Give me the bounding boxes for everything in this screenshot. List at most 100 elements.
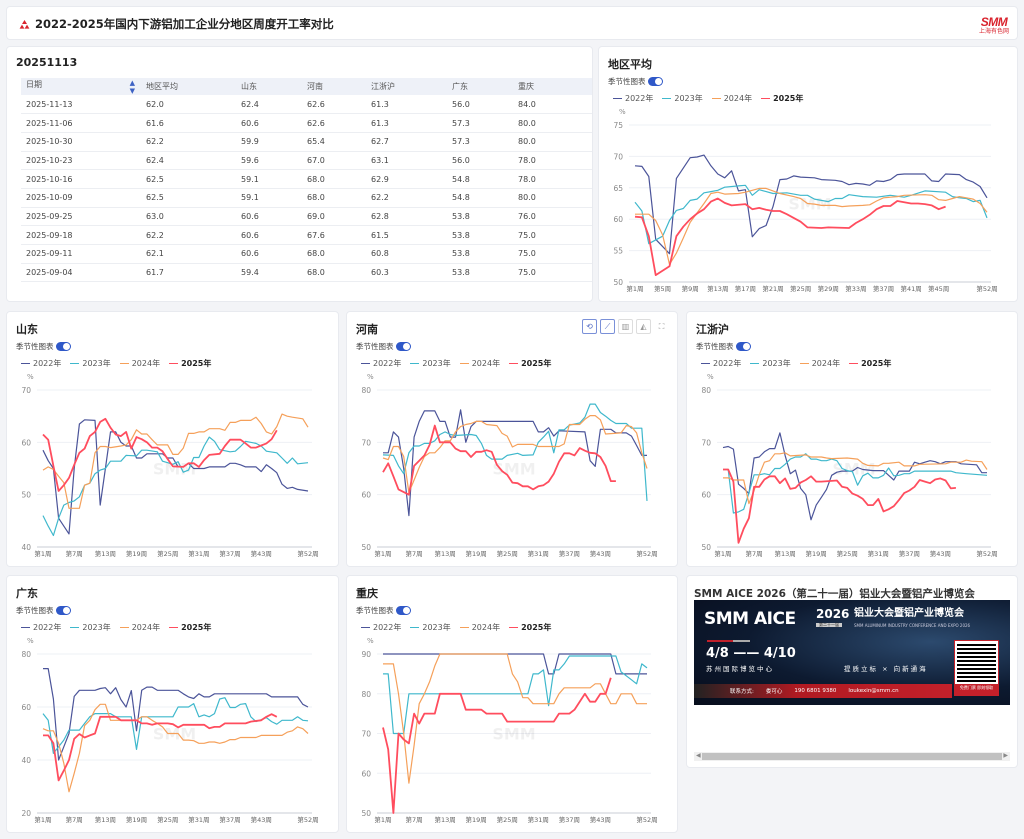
- bar-chart-icon[interactable]: ▥: [618, 319, 633, 334]
- seasonal-toggle[interactable]: 季节性图表: [608, 76, 663, 87]
- series-line-2022年: [42, 419, 309, 535]
- legend-item[interactable]: 2022年: [361, 358, 401, 369]
- table-cell: 60.6: [236, 244, 302, 264]
- legend-item[interactable]: 2024年: [459, 622, 501, 633]
- chart-legend: 2022年 2023年 2024年 2025年: [21, 358, 211, 369]
- chart-title: 广东: [16, 587, 38, 600]
- fullscreen-icon[interactable]: ⛶: [658, 321, 665, 331]
- table-cell: 75.0: [513, 263, 592, 283]
- legend-item[interactable]: 2025年: [169, 358, 211, 369]
- scroll-left-icon[interactable]: ◀: [696, 752, 701, 759]
- sort-icon[interactable]: ▲ ▼: [129, 78, 135, 95]
- legend-line-icon: [509, 362, 519, 365]
- legend-label: 2025年: [521, 359, 552, 368]
- x-tick-label: 第52周: [976, 284, 997, 293]
- x-tick-label: 第19周: [806, 549, 827, 558]
- table-cell: 2025-10-23: [21, 151, 141, 171]
- legend-item[interactable]: 2024年: [459, 358, 500, 369]
- table-cell: 62.2: [141, 132, 236, 152]
- legend-label: 2024年: [471, 623, 501, 632]
- legend-line-icon: [613, 97, 622, 100]
- column-header-label: 地区平均: [146, 82, 178, 91]
- smm-logo[interactable]: SMM 上海有色网: [979, 13, 1009, 35]
- watermark: SMM: [492, 725, 535, 744]
- ad-edition: 第二十一届: [816, 623, 842, 627]
- legend-item[interactable]: 2023年: [70, 358, 111, 369]
- chart-card-hn: 河南 季节性图表 2022年 2023年 2024年 2025年 ⟲ ⟋ ▥ ◭ ⛶% 50 60 70 8…: [346, 311, 678, 567]
- x-tick-label: 第25周: [157, 815, 178, 824]
- series-line-2024年: [383, 653, 647, 784]
- x-tick-label: 第25周: [497, 549, 518, 558]
- toggle-switch[interactable]: [395, 606, 411, 615]
- legend-item[interactable]: 2025年: [509, 622, 551, 633]
- scrollbar-thumb[interactable]: [702, 753, 1002, 760]
- legend-line-icon: [361, 626, 370, 629]
- legend-item[interactable]: 2023年: [662, 93, 703, 104]
- ad-email: loukexin@smm.cn: [848, 688, 899, 694]
- legend-item[interactable]: 2023年: [70, 622, 111, 633]
- legend-item[interactable]: 2025年: [761, 93, 803, 104]
- seasonal-toggle[interactable]: 季节性图表: [16, 605, 71, 616]
- ad-banner[interactable]: SMM AICE 2026 第二十一届 铝业大会暨铝产业博览会 SMM ALUM…: [694, 600, 1010, 705]
- horizontal-scrollbar[interactable]: ◀ ▶: [694, 752, 1010, 761]
- table-cell: 76.0: [513, 207, 592, 227]
- legend-item[interactable]: 2023年: [410, 622, 451, 633]
- legend-item[interactable]: 2023年: [750, 358, 791, 369]
- table-cell: 80.0: [513, 113, 592, 133]
- legend-item[interactable]: 2024年: [119, 358, 160, 369]
- table-cell: 68.0: [302, 188, 366, 208]
- legend-line-icon: [21, 626, 30, 629]
- seasonal-toggle[interactable]: 季节性图表: [356, 341, 411, 352]
- column-header[interactable]: 日期 ▲ ▼: [21, 78, 141, 95]
- legend-label: 2022年: [33, 359, 62, 368]
- y-tick-label: 60: [701, 491, 711, 500]
- toggle-switch[interactable]: [55, 606, 71, 615]
- ad-divider: [707, 640, 750, 642]
- legend-item[interactable]: 2022年: [361, 622, 401, 633]
- legend-item[interactable]: 2024年: [799, 358, 840, 369]
- table-cell: 78.0: [513, 151, 592, 171]
- restore-icon[interactable]: ⟲: [582, 319, 597, 334]
- legend-line-icon: [361, 362, 370, 365]
- legend-item[interactable]: 2025年: [849, 358, 891, 369]
- table-row: 2025-10-16 62.5 59.1 68.0 62.9 54.8 78.0: [21, 169, 592, 189]
- legend-item[interactable]: 2022年: [21, 358, 61, 369]
- legend-line-icon: [459, 626, 469, 629]
- x-tick-label: 第52周: [636, 549, 657, 558]
- x-tick-label: 第43周: [251, 549, 272, 558]
- seasonal-toggle[interactable]: 季节性图表: [696, 341, 751, 352]
- line-chart-icon[interactable]: ⟋: [600, 319, 615, 334]
- y-unit-label: %: [367, 637, 374, 645]
- toggle-switch[interactable]: [395, 342, 411, 351]
- toggle-switch[interactable]: [735, 342, 751, 351]
- x-tick-label: 第13周: [707, 284, 728, 293]
- series-line-2025年: [382, 677, 612, 814]
- x-tick-label: 第41周: [900, 284, 921, 293]
- table-row: 2025-10-30 62.2 59.9 65.4 62.7 57.3 80.0: [21, 132, 592, 152]
- toggle-switch[interactable]: [55, 342, 71, 351]
- legend-item[interactable]: 2022年: [613, 93, 653, 104]
- legend-item[interactable]: 2022年: [21, 622, 61, 633]
- table-cell: 59.6: [236, 151, 302, 171]
- table-cell: 62.1: [141, 244, 236, 264]
- series-line-2022年: [383, 653, 647, 675]
- legend-label: 2022年: [33, 623, 62, 632]
- legend-item[interactable]: 2022年: [701, 358, 741, 369]
- legend-item[interactable]: 2024年: [119, 622, 160, 633]
- legend-line-icon: [169, 362, 179, 365]
- legend-line-icon: [701, 362, 710, 365]
- legend-item[interactable]: 2024年: [711, 93, 752, 104]
- scroll-right-icon[interactable]: ▶: [1003, 752, 1008, 759]
- table-cell: 60.6: [236, 113, 302, 133]
- legend-item[interactable]: 2025年: [169, 622, 211, 633]
- y-tick-label: 70: [613, 152, 623, 161]
- legend-line-icon: [410, 362, 420, 365]
- legend-item[interactable]: 2025年: [509, 358, 551, 369]
- area-chart-icon[interactable]: ◭: [636, 319, 651, 334]
- legend-item[interactable]: 2023年: [410, 358, 451, 369]
- seasonal-toggle[interactable]: 季节性图表: [16, 341, 71, 352]
- toggle-switch[interactable]: [647, 77, 663, 86]
- seasonal-toggle[interactable]: 季节性图表: [356, 605, 411, 616]
- x-tick-label: 第21周: [762, 284, 783, 293]
- y-unit-label: %: [367, 373, 374, 381]
